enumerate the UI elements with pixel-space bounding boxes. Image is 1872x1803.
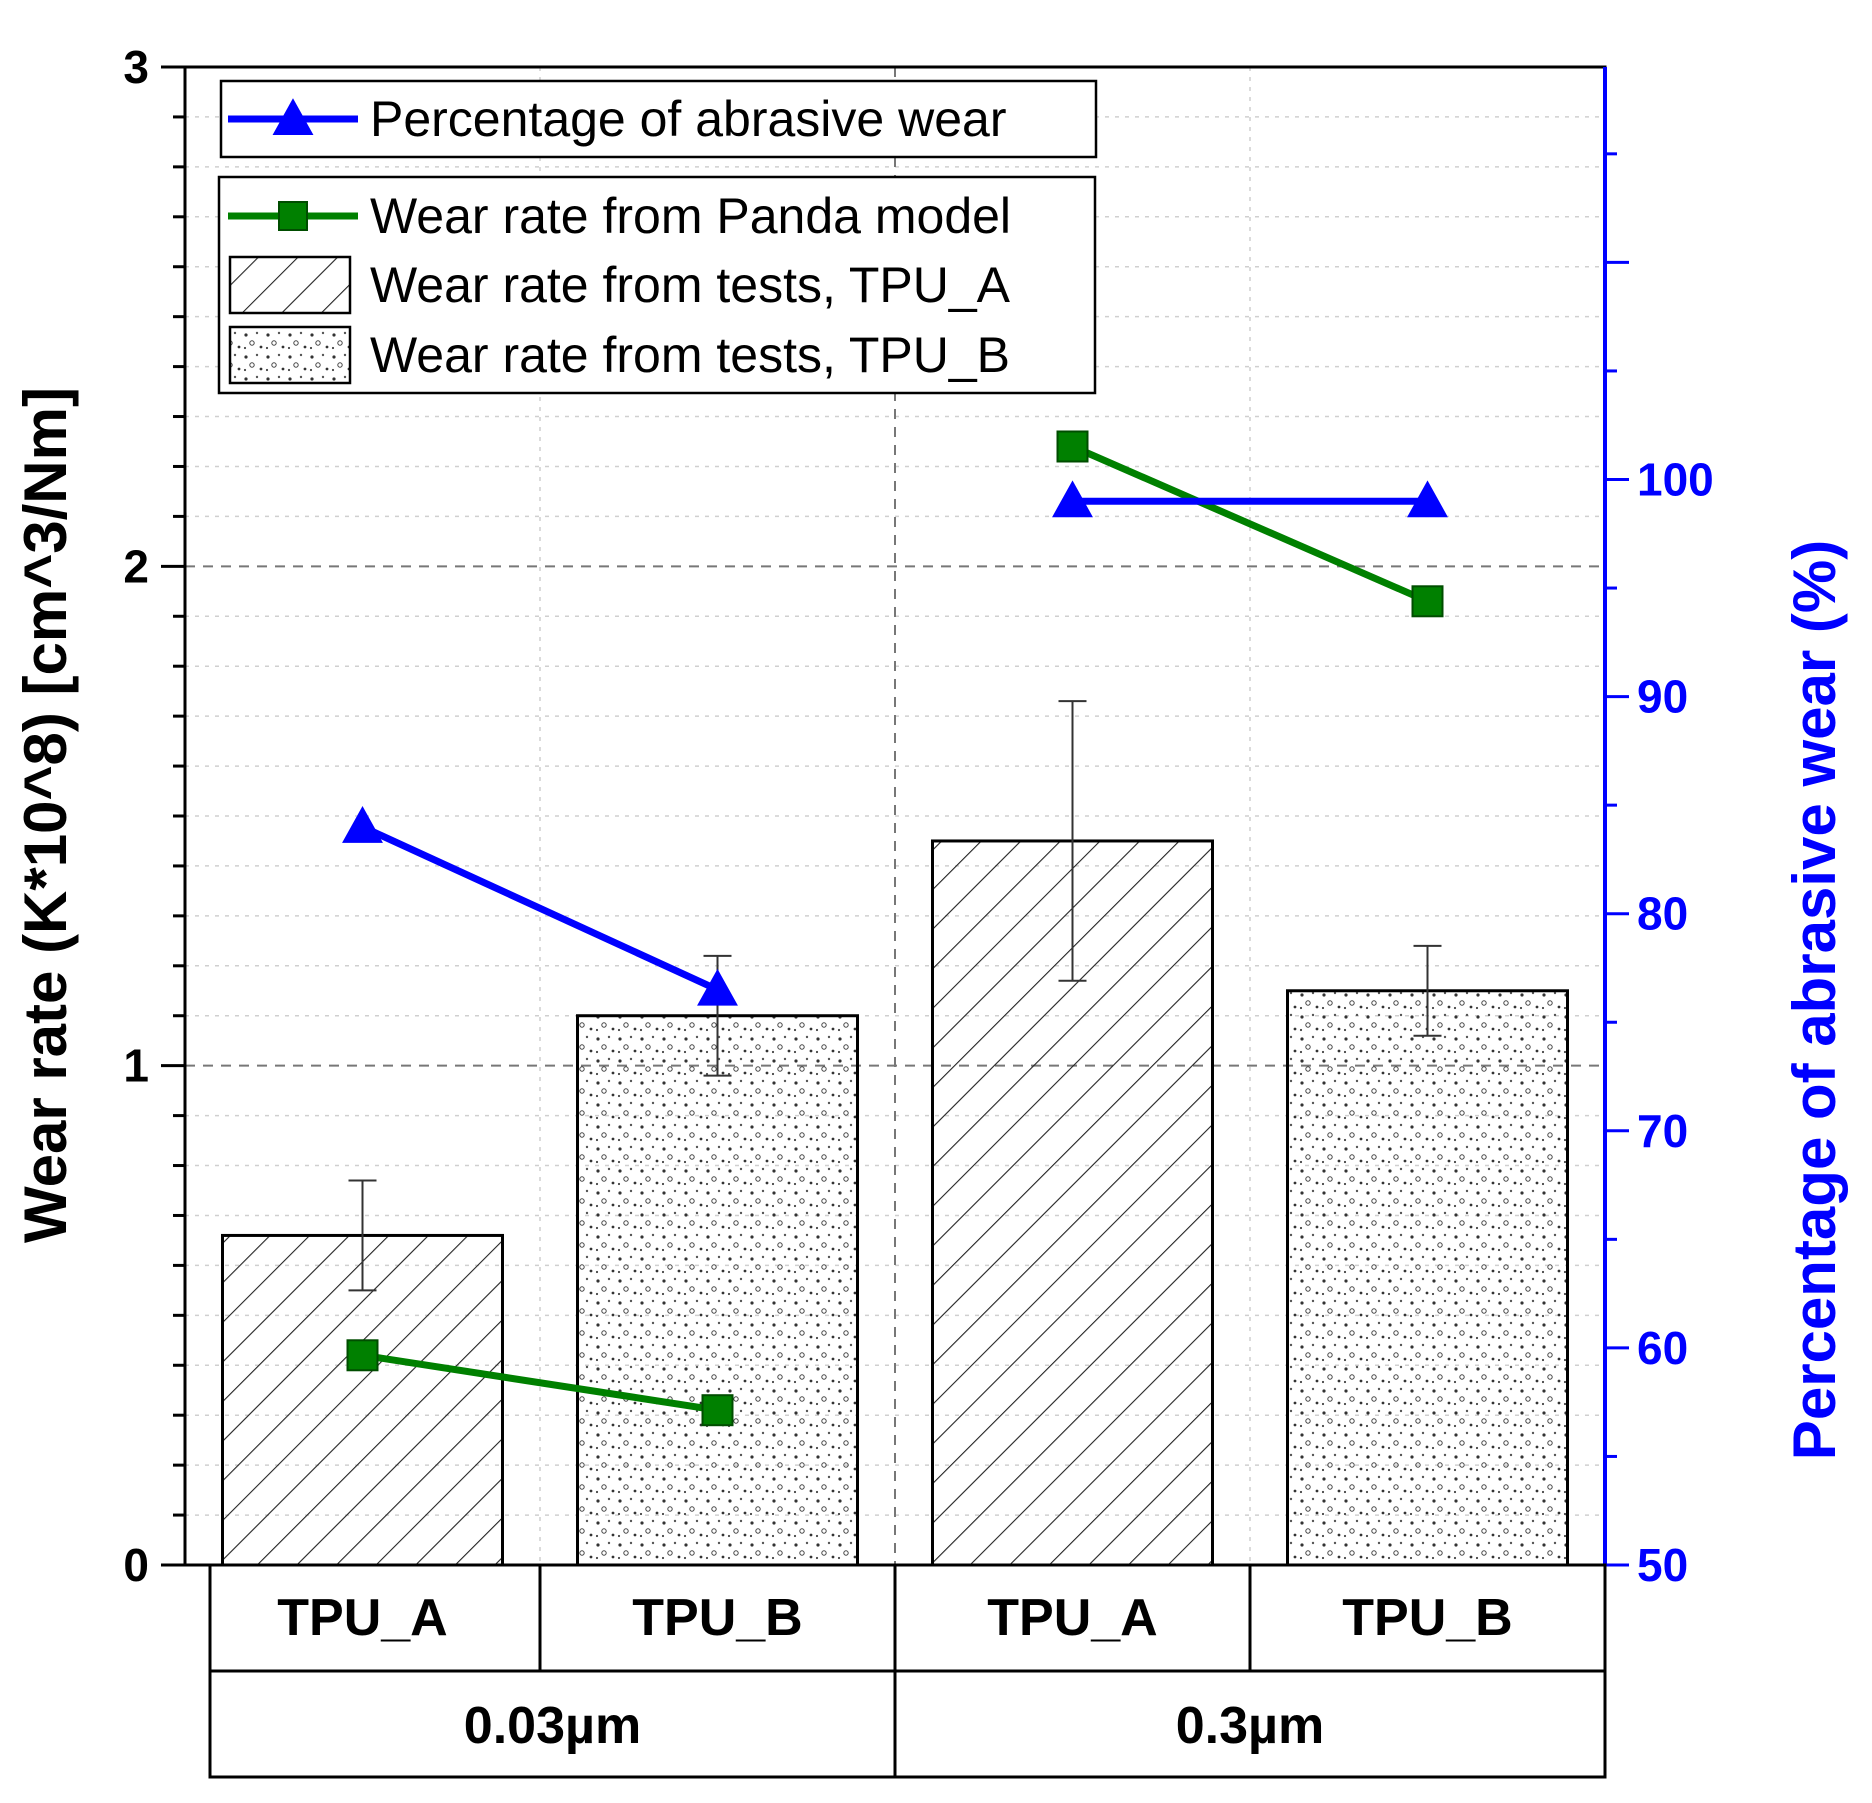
bars [221, 839, 1569, 1567]
category-label: TPU_A [987, 1589, 1157, 1647]
y2-tick-label: 60 [1637, 1322, 1688, 1374]
y2-tick-label: 50 [1637, 1539, 1688, 1591]
bar [576, 1014, 859, 1567]
series-lines [342, 430, 1448, 1427]
triangle-marker [272, 98, 314, 135]
error-bars [348, 700, 1442, 1292]
y2-tick-label: 70 [1637, 1105, 1688, 1157]
legend-box [219, 79, 1098, 159]
legend-swatch-hatch [228, 255, 352, 315]
triangle-marker [1052, 480, 1093, 518]
bar [1286, 989, 1569, 1567]
legend-label: Wear rate from Panda model [370, 188, 1011, 244]
group-label: 0.03µm [464, 1697, 641, 1755]
square-marker [346, 1339, 379, 1372]
category-label: TPU_B [632, 1589, 802, 1647]
series-line [1071, 443, 1429, 605]
group-label: 0.3µm [1176, 1697, 1324, 1755]
y2-tick-label: 80 [1637, 888, 1688, 940]
y-tick-label: 2 [123, 540, 149, 592]
legend: Percentage of abrasive wear Wear rate fro… [217, 79, 1098, 395]
triangle-marker [1407, 480, 1448, 518]
legend-label: Wear rate from tests, TPU_B [370, 327, 1010, 383]
legend-label: Wear rate from tests, TPU_A [370, 257, 1011, 313]
y2-tick-label: 90 [1637, 671, 1688, 723]
square-marker [701, 1394, 734, 1427]
axis-labels: Wear rate (K*10^8) [cm^3/Nm] Percentage … [12, 387, 1848, 1460]
y-axis-label: Wear rate (K*10^8) [cm^3/Nm] [12, 387, 79, 1243]
y2-tick-label: 100 [1637, 453, 1714, 505]
y-tick-label: 1 [123, 1040, 149, 1092]
legend-label: Percentage of abrasive wear [370, 91, 1006, 147]
triangle-marker [697, 968, 738, 1006]
legend-box [217, 175, 1097, 395]
square-marker [1056, 430, 1089, 463]
triangle-marker [342, 806, 383, 843]
y-tick-label: 3 [123, 41, 149, 93]
square-marker [1411, 585, 1444, 618]
category-label: TPU_B [1342, 1589, 1512, 1647]
y2-axis-label: Percentage of abrasive wear (%) [1781, 540, 1848, 1460]
square-marker [278, 201, 308, 231]
axes: 0 1 2 3 50 60 70 80 90 100 [123, 41, 1713, 1591]
legend-swatch-dots [228, 325, 352, 385]
y-tick-label: 0 [123, 1539, 149, 1591]
series-line [361, 823, 719, 993]
category-label: TPU_A [277, 1589, 447, 1647]
category-table: TPU_A TPU_B 0.03µm TPU_A TPU_B 0.3µm [208, 1563, 1607, 1779]
series-line [361, 1351, 719, 1414]
